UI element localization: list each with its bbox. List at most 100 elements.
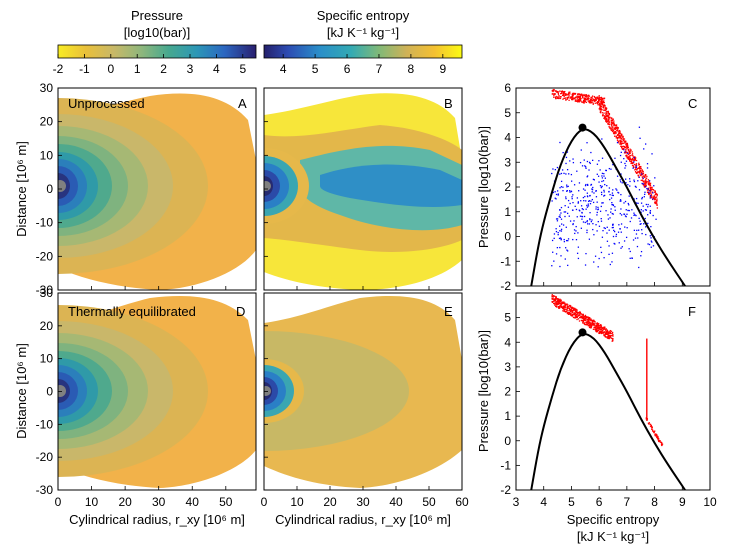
red-particle (621, 145, 623, 148)
red-particle (573, 317, 576, 319)
red-particle (608, 119, 610, 122)
blue-particle (646, 163, 649, 165)
red-particle (611, 127, 613, 129)
blue-particle (559, 173, 561, 175)
red-particle (600, 96, 603, 99)
blue-particle (579, 161, 582, 164)
red-particle (598, 97, 600, 100)
red-particle (656, 437, 658, 439)
red-particle (594, 100, 596, 103)
red-particle (611, 337, 613, 340)
red-particle (579, 95, 582, 98)
red-particle (597, 324, 599, 327)
red-particle (659, 441, 661, 443)
pressure-colorbar-title: Pressure (131, 8, 183, 23)
red-particle (623, 146, 625, 148)
red-particle (571, 93, 574, 96)
red-particle (650, 197, 652, 199)
red-particle (574, 309, 576, 311)
blue-particle (592, 222, 594, 225)
blue-particle (555, 228, 557, 230)
red-particle (660, 441, 662, 443)
red-particle (583, 315, 585, 317)
blue-particle (612, 213, 614, 215)
red-particle (592, 328, 595, 330)
red-particle (577, 318, 580, 320)
red-particle (577, 312, 579, 314)
red-particle (654, 202, 656, 204)
red-particle (583, 322, 586, 324)
red-particle (640, 165, 642, 168)
blue-particle (599, 185, 602, 187)
red-particle (646, 191, 649, 193)
blue-particle (635, 233, 638, 235)
red-particle (606, 331, 608, 334)
red-particle (612, 335, 614, 337)
blue-particle (589, 218, 591, 221)
red-particle (554, 304, 556, 306)
blue-particle (605, 210, 607, 212)
blue-particle (628, 248, 630, 250)
red-particle (590, 101, 592, 104)
blue-particle (560, 255, 562, 257)
red-particle (612, 129, 615, 131)
red-particle (588, 317, 590, 319)
blue-particle (591, 219, 593, 221)
red-particle (621, 142, 623, 144)
red-particle (637, 167, 640, 169)
red-particle (562, 308, 565, 310)
red-particle (609, 330, 611, 333)
blue-particle (635, 202, 638, 204)
colorbar-tick-label: 0 (107, 62, 114, 76)
blue-particle (558, 225, 561, 227)
blue-particle (586, 160, 589, 163)
blue-particle (647, 214, 649, 216)
blue-particle (593, 192, 595, 194)
panel-e-letter: E (444, 304, 453, 319)
red-particle (634, 157, 636, 160)
blue-particle (587, 184, 589, 186)
red-particle (605, 114, 607, 116)
blue-particle (612, 194, 614, 197)
blue-particle (561, 223, 563, 225)
red-particle (626, 147, 628, 150)
red-particle (580, 93, 583, 96)
red-particle (646, 175, 648, 178)
red-particle (559, 303, 562, 305)
red-particle (596, 331, 598, 333)
red-particle (572, 313, 574, 315)
red-particle (574, 93, 576, 95)
red-particle (583, 316, 585, 318)
red-particle (560, 304, 562, 306)
blue-particle (627, 209, 629, 212)
red-particle (655, 201, 657, 203)
red-particle (609, 126, 611, 128)
blue-particle (564, 215, 566, 218)
red-particle (603, 97, 605, 100)
blue-particle (584, 184, 587, 187)
blue-particle (565, 197, 567, 200)
ytick-label: -1 (500, 254, 511, 268)
red-particle (640, 174, 642, 177)
red-particle (627, 144, 629, 146)
red-particle (557, 91, 560, 93)
red-particle (566, 308, 568, 310)
red-particle (555, 297, 557, 299)
red-particle (618, 134, 620, 136)
blue-particle (641, 196, 644, 199)
blue-particle (623, 149, 625, 151)
blue-particle (556, 166, 559, 169)
blue-particle (628, 204, 630, 206)
red-particle (616, 126, 618, 129)
red-particle (554, 300, 557, 302)
blue-particle (604, 227, 606, 230)
red-particle (614, 128, 616, 131)
colorbar-tick-label: 3 (187, 62, 194, 76)
red-particle (596, 102, 598, 104)
blue-particle (620, 231, 622, 233)
red-particle (554, 302, 556, 304)
blue-particle (644, 217, 646, 220)
red-particle (584, 319, 586, 322)
red-particle (561, 92, 563, 94)
red-particle (586, 323, 588, 325)
